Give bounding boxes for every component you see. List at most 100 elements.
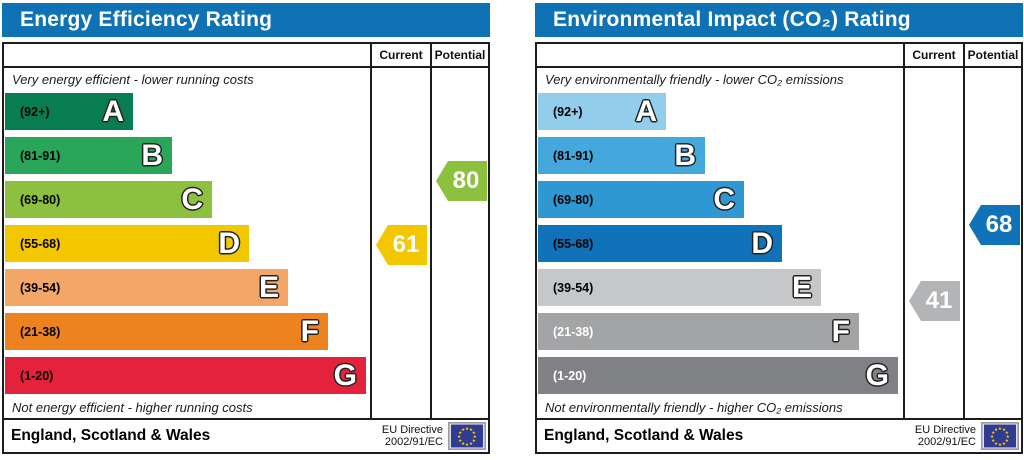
svg-text:★: ★	[991, 430, 995, 435]
bottom-note: Not environmentally friendly - higher CO…	[545, 400, 843, 415]
band-range-label: (69-80)	[20, 192, 61, 207]
band-letter: G	[865, 358, 889, 392]
svg-text:★: ★	[1002, 427, 1006, 432]
band-letter: F	[831, 314, 850, 348]
svg-text:★: ★	[998, 442, 1002, 447]
current-column-header: Current	[370, 44, 430, 66]
svg-text:★: ★	[994, 427, 998, 432]
rating-band-e: (39-54) E	[5, 269, 288, 306]
svg-text:★: ★	[469, 427, 473, 432]
rating-band-b: (81-91) B	[5, 137, 172, 174]
potential-rating-arrow: 80	[436, 161, 487, 201]
band-range-label: (39-54)	[553, 280, 594, 295]
svg-text:★: ★	[1006, 434, 1010, 439]
top-note: Very environmentally friendly - lower CO…	[545, 72, 844, 87]
eu-flag-icon: ★ ★★★★★★★★★★★	[448, 422, 486, 450]
bands-zone: Very environmentally friendly - lower CO…	[537, 68, 903, 418]
band-range-label: (69-80)	[553, 192, 594, 207]
svg-text:★: ★	[1002, 441, 1006, 446]
band-letter: E	[258, 270, 279, 304]
rating-band-g: (1-20) G	[538, 357, 898, 394]
current-column-header: Current	[903, 44, 963, 66]
rating-band-c: (69-80) C	[538, 181, 744, 218]
band-range-label: (21-38)	[20, 324, 61, 339]
eu-directive-label: EU Directive 2002/91/EC	[381, 423, 443, 448]
band-letter: E	[791, 270, 812, 304]
band-range-label: (39-54)	[20, 280, 61, 295]
potential-column-header: Potential	[963, 44, 1021, 66]
energy-efficiency-panel: Energy Efficiency Rating Current Potenti…	[2, 3, 490, 454]
environmental-impact-panel: Environmental Impact (CO₂) Rating Curren…	[535, 3, 1023, 454]
band-letter: D	[218, 226, 240, 260]
table-footer-row: England, Scotland & Wales EU Directive 2…	[4, 418, 488, 452]
potential-column	[963, 68, 1021, 418]
svg-text:★: ★	[991, 438, 995, 443]
rating-band-a: (92+) A	[5, 93, 133, 130]
rating-table: Current Potential Very energy efficient …	[2, 42, 490, 454]
band-range-label: (1-20)	[553, 368, 587, 383]
svg-text:★: ★	[465, 426, 469, 431]
eu-flag-icon: ★ ★★★★★★★★★★★	[981, 422, 1019, 450]
svg-text:★: ★	[465, 442, 469, 447]
svg-text:★: ★	[473, 434, 477, 439]
band-letter: B	[674, 138, 696, 172]
svg-text:★: ★	[1005, 438, 1009, 443]
band-letter: F	[300, 314, 319, 348]
table-footer-row: England, Scotland & Wales EU Directive 2…	[537, 418, 1021, 452]
svg-text:★: ★	[998, 426, 1002, 431]
rating-band-e: (39-54) E	[538, 269, 821, 306]
potential-rating-arrow: 68	[969, 205, 1020, 245]
rating-band-d: (55-68) D	[538, 225, 782, 262]
band-letter: G	[333, 358, 357, 392]
table-header-row: Current Potential	[4, 44, 488, 68]
rating-band-b: (81-91) B	[538, 137, 705, 174]
band-letter: C	[713, 182, 735, 216]
band-range-label: (92+)	[20, 104, 50, 119]
bands-zone: Very energy efficient - lower running co…	[4, 68, 370, 418]
panel-title-bar: Energy Efficiency Rating	[2, 3, 490, 37]
rating-band-d: (55-68) D	[5, 225, 249, 262]
svg-text:★: ★	[461, 427, 465, 432]
table-header-row: Current Potential	[537, 44, 1021, 68]
header-spacer-cell	[537, 44, 903, 66]
svg-text:★: ★	[461, 441, 465, 446]
rating-band-c: (69-80) C	[5, 181, 212, 218]
band-range-label: (21-38)	[553, 324, 594, 339]
panel-title: Environmental Impact (CO₂) Rating	[553, 8, 911, 31]
band-range-label: (81-91)	[20, 148, 61, 163]
potential-column	[430, 68, 488, 418]
table-body: Very environmentally friendly - lower CO…	[537, 68, 1021, 418]
band-range-label: (55-68)	[553, 236, 594, 251]
rating-band-g: (1-20) G	[5, 357, 366, 394]
svg-text:★: ★	[458, 438, 462, 443]
band-range-label: (81-91)	[553, 148, 594, 163]
svg-text:★: ★	[472, 430, 476, 435]
current-column	[370, 68, 430, 418]
rating-bands: (92+) A (81-91) B (69-80) C (55-68) D (39-54) E (2…	[538, 93, 903, 401]
bottom-note: Not energy efficient - higher running co…	[12, 400, 253, 415]
rating-band-f: (21-38) F	[538, 313, 859, 350]
panel-title-bar: Environmental Impact (CO₂) Rating	[535, 3, 1023, 37]
band-range-label: (1-20)	[20, 368, 54, 383]
svg-text:★: ★	[469, 441, 473, 446]
svg-text:★: ★	[472, 438, 476, 443]
rating-bands: (92+) A (81-91) B (69-80) C (55-68) D (39-54) E (2…	[5, 93, 370, 401]
band-range-label: (55-68)	[20, 236, 61, 251]
rating-band-f: (21-38) F	[5, 313, 328, 350]
panel-title: Energy Efficiency Rating	[20, 8, 273, 31]
eu-directive-label: EU Directive 2002/91/EC	[914, 423, 976, 448]
table-body: Very energy efficient - lower running co…	[4, 68, 488, 418]
svg-text:★: ★	[458, 430, 462, 435]
band-letter: C	[181, 182, 203, 216]
svg-text:★: ★	[1005, 430, 1009, 435]
band-letter: D	[751, 226, 773, 260]
current-rating-arrow: 41	[909, 281, 960, 321]
rating-band-a: (92+) A	[538, 93, 666, 130]
band-letter: B	[141, 138, 163, 172]
header-spacer-cell	[4, 44, 370, 66]
svg-text:★: ★	[990, 434, 994, 439]
band-letter: A	[635, 94, 657, 128]
band-letter: A	[102, 94, 124, 128]
svg-text:★: ★	[457, 434, 461, 439]
